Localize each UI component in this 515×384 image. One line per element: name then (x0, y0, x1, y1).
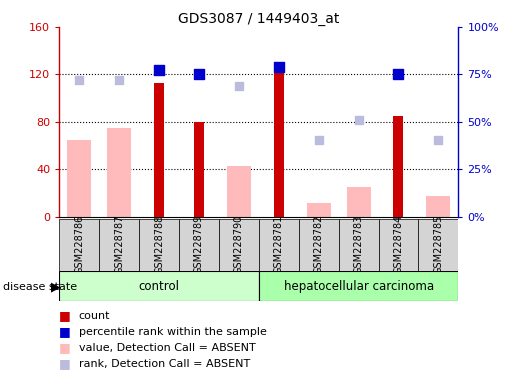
Bar (139, 219, 179, 271)
Text: GSM228783: GSM228783 (354, 215, 364, 275)
Text: control: control (139, 280, 180, 293)
Text: GSM228790: GSM228790 (234, 215, 244, 275)
Bar (347, 187, 370, 217)
Bar (393, 116, 403, 217)
Bar (379, 219, 418, 271)
Text: count: count (79, 311, 110, 321)
Bar (154, 83, 164, 217)
Bar (274, 66, 284, 217)
Point (434, 137, 442, 143)
Text: GSM228788: GSM228788 (154, 215, 164, 275)
Text: GSM228786: GSM228786 (74, 215, 84, 275)
Point (115, 77, 123, 83)
Bar (67, 140, 91, 217)
Text: GSM228782: GSM228782 (314, 215, 323, 275)
Title: GDS3087 / 1449403_at: GDS3087 / 1449403_at (178, 12, 339, 26)
Point (274, 64, 283, 70)
Bar (59, 271, 259, 301)
Text: hepatocellular carcinoma: hepatocellular carcinoma (283, 280, 434, 293)
Bar (307, 203, 331, 217)
Bar (194, 122, 204, 217)
Text: disease state: disease state (3, 282, 77, 292)
Point (155, 66, 163, 73)
Text: ■: ■ (59, 309, 71, 322)
Bar (259, 219, 299, 271)
Text: ▶: ▶ (50, 280, 60, 293)
Text: GSM228787: GSM228787 (114, 215, 124, 275)
Text: GSM228784: GSM228784 (393, 215, 403, 275)
Bar (299, 219, 339, 271)
Text: rank, Detection Call = ABSENT: rank, Detection Call = ABSENT (79, 359, 250, 369)
Point (354, 116, 363, 122)
Bar (107, 128, 131, 217)
Bar (179, 219, 219, 271)
Point (315, 137, 323, 143)
Text: ■: ■ (59, 325, 71, 338)
Point (235, 83, 243, 89)
Bar (339, 219, 379, 271)
Text: GSM228781: GSM228781 (274, 215, 284, 275)
Bar (99, 219, 139, 271)
Point (75, 77, 83, 83)
Point (195, 71, 203, 78)
Text: GSM228789: GSM228789 (194, 215, 204, 275)
Bar (259, 271, 458, 301)
Bar (418, 219, 458, 271)
Bar (227, 166, 251, 217)
Text: percentile rank within the sample: percentile rank within the sample (79, 327, 267, 337)
Text: GSM228785: GSM228785 (434, 215, 443, 275)
Bar (59, 219, 99, 271)
Bar (426, 195, 450, 217)
Point (394, 71, 403, 78)
Text: value, Detection Call = ABSENT: value, Detection Call = ABSENT (79, 343, 255, 353)
Text: ■: ■ (59, 341, 71, 354)
Text: ■: ■ (59, 358, 71, 371)
Bar (219, 219, 259, 271)
